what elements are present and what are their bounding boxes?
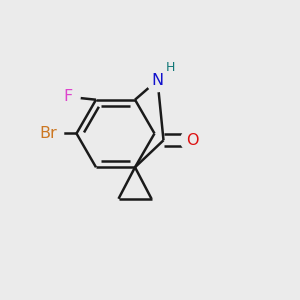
Circle shape xyxy=(146,69,169,92)
Circle shape xyxy=(55,84,80,109)
Text: H: H xyxy=(165,61,175,74)
Text: O: O xyxy=(186,133,198,148)
Circle shape xyxy=(161,58,179,76)
Circle shape xyxy=(32,118,64,149)
Circle shape xyxy=(181,129,203,152)
Text: N: N xyxy=(152,73,164,88)
Text: F: F xyxy=(63,89,72,104)
Text: Br: Br xyxy=(39,126,57,141)
